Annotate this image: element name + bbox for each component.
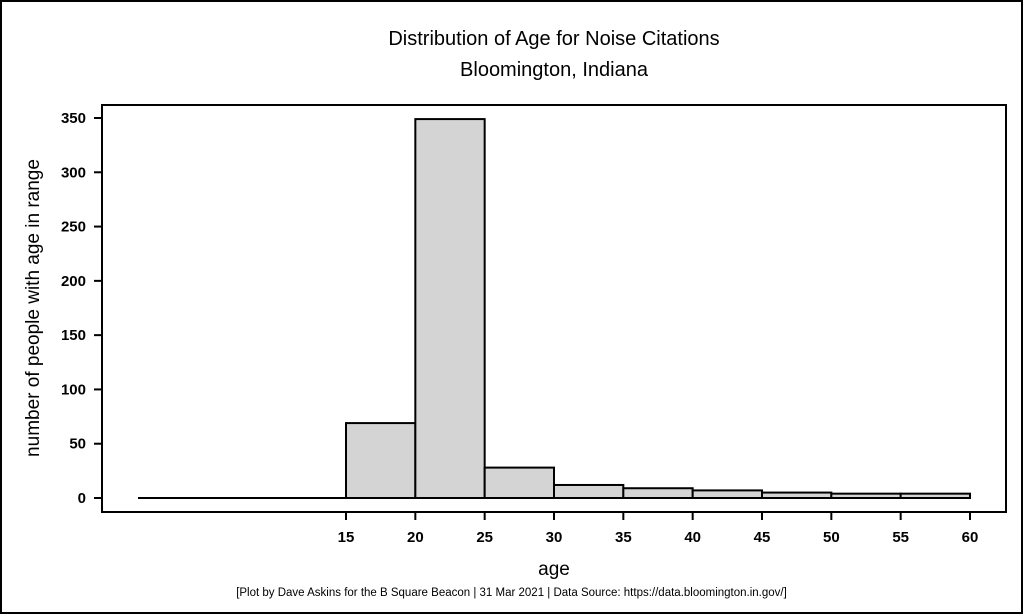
histogram-bar — [345, 422, 417, 499]
histogram-bar — [622, 487, 694, 499]
x-axis-label: age — [538, 559, 570, 580]
x-tick-label: 50 — [823, 529, 840, 546]
histogram-bar — [830, 492, 902, 500]
caption: [Plot by Dave Askins for the B Square Be… — [236, 587, 787, 599]
y-tick-label: 200 — [61, 273, 86, 290]
y-tick-label: 100 — [61, 381, 86, 398]
chart-title: Distribution of Age for Noise Citations — [388, 28, 720, 50]
y-tick-label: 0 — [78, 490, 86, 507]
chart-title-block: Distribution of Age for Noise Citations … — [102, 24, 1006, 86]
x-tick-label: 20 — [407, 529, 424, 546]
chart-subtitle: Bloomington, Indiana — [460, 59, 648, 81]
x-tick-label: 55 — [892, 529, 909, 546]
y-tick-label: 250 — [61, 219, 86, 236]
y-tick-label: 350 — [61, 110, 86, 127]
x-tick-label: 45 — [754, 529, 771, 546]
histogram-bar — [483, 466, 556, 500]
y-tick-label: 300 — [61, 164, 86, 181]
y-tick-label: 150 — [61, 327, 86, 344]
x-tick-label: 25 — [476, 529, 493, 546]
histogram-bar — [553, 483, 625, 499]
histogram-bar — [414, 118, 486, 499]
y-tick-label: 50 — [69, 436, 86, 453]
x-tick-label: 40 — [684, 529, 701, 546]
histogram-bar — [691, 489, 764, 499]
x-tick-label: 15 — [338, 529, 355, 546]
histogram-bar — [761, 491, 833, 499]
x-tick-label: 35 — [615, 529, 632, 546]
x-tick-label: 60 — [962, 529, 979, 546]
plot-frame — [101, 104, 1007, 513]
histogram-bar — [899, 492, 972, 500]
x-tick-label: 30 — [546, 529, 563, 546]
